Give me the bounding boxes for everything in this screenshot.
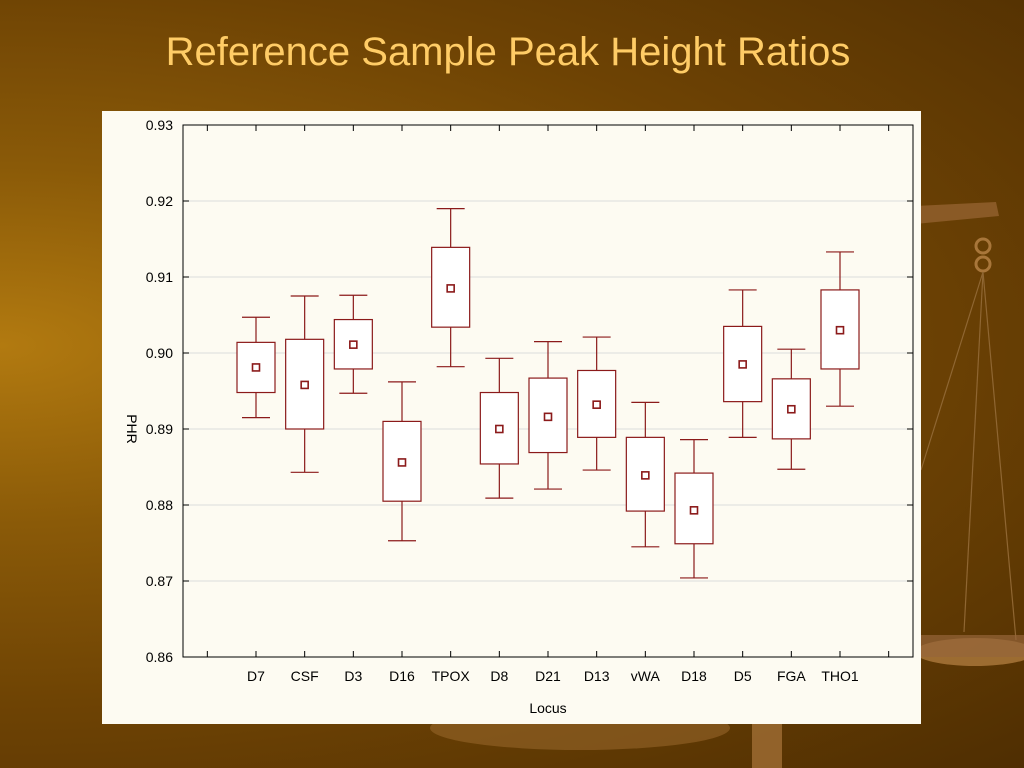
x-tick-label: D13 [584,668,610,684]
x-tick-label: CSF [291,668,319,684]
box-d5 [723,289,763,438]
slide-title: Reference Sample Peak Height Ratios [165,30,851,74]
x-tick-label: D7 [247,668,265,684]
x-tick-label: vWA [631,668,661,684]
x-tick-label: D21 [535,668,561,684]
box-vwa [625,401,665,548]
box-tho1 [820,251,860,407]
box-fga [771,348,811,470]
box-d18 [674,439,714,579]
mean-marker [689,506,699,515]
y-tick-label: 0.87 [146,573,173,589]
box-d3 [333,294,373,394]
box-d8 [479,357,519,499]
x-axis-ticks: D7 CSF D3 D16 TPOX D8 D21 D13 vWA D18 D5 FGA THO1 [206,125,890,684]
x-tick-label: D3 [344,668,362,684]
y-tick-label: 0.88 [146,497,173,513]
box-d13 [577,336,617,471]
mean-marker [446,284,455,293]
y-tick-label: 0.89 [146,421,173,437]
box-plot-chart: 0.86 0.87 0.88 0.89 0.90 0.91 0.92 0.93 D7 CSF D3… [124,117,914,716]
mean-marker [543,412,553,422]
mean-marker [738,360,747,369]
mean-marker [641,471,650,480]
y-axis-label: PHR [124,414,140,444]
x-tick-label: THO1 [821,668,859,684]
box-d7 [236,316,276,419]
y-axis-ticks: 0.86 0.87 0.88 0.89 0.90 0.91 0.92 0.93 [146,117,913,665]
mean-marker [349,340,358,349]
y-tick-label: 0.93 [146,117,173,133]
y-tick-label: 0.92 [146,193,173,209]
y-tick-label: 0.91 [146,269,173,285]
mean-marker [300,380,309,390]
box-d16 [382,381,422,542]
mean-marker [495,424,504,434]
box-csf [285,295,325,473]
y-tick-label: 0.86 [146,649,173,665]
x-tick-label: D16 [389,668,415,684]
box-tpox [431,207,471,368]
boxes [236,207,860,579]
mean-marker [787,404,796,414]
x-tick-label: D18 [681,668,707,684]
x-tick-label: D8 [490,668,508,684]
mean-marker [592,400,601,409]
mean-marker [397,458,407,467]
y-tick-label: 0.90 [146,345,173,361]
x-tick-label: D5 [734,668,752,684]
mean-marker [835,325,845,335]
chart-panel: 0.86 0.87 0.88 0.89 0.90 0.91 0.92 0.93 D7 CSF D3… [102,111,921,724]
x-tick-label: TPOX [432,668,471,684]
x-axis-label: Locus [529,700,566,716]
x-tick-label: FGA [777,668,806,684]
mean-marker [251,363,261,372]
box-d21 [528,341,568,490]
